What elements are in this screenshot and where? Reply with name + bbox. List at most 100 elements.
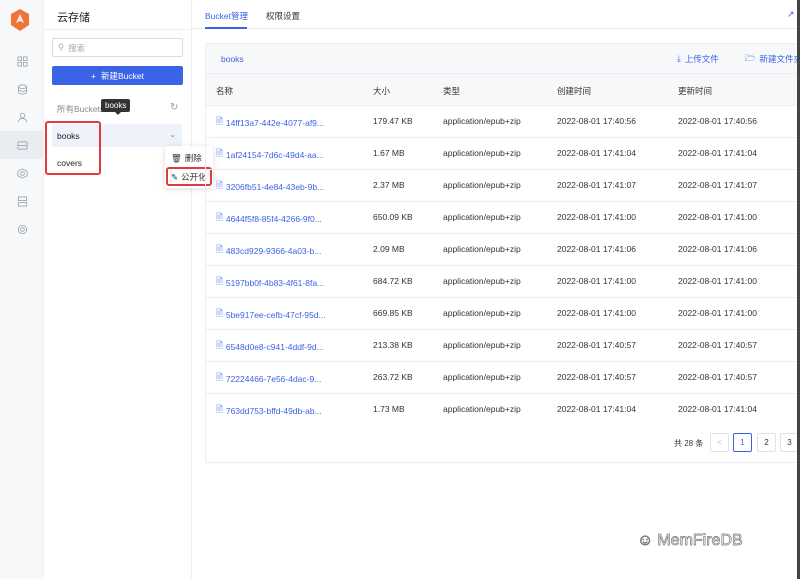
file-name: 14ff13a7-442e-4077-af9... (225, 118, 324, 128)
rail-item-storage[interactable] (0, 131, 44, 159)
new-folder-button[interactable]: 🗁 新建文件夹 (745, 53, 800, 67)
page-2-button[interactable]: 2 (757, 433, 776, 452)
plus-icon: + (91, 70, 96, 81)
breadcrumb[interactable]: books (221, 54, 244, 64)
function-icon (17, 167, 27, 179)
external-link-icon[interactable]: ↗ (787, 9, 795, 19)
table-row[interactable]: 🗎 14ff13a7-442e-4077-af9... 179.47 KB appli… (206, 105, 800, 137)
storage-icon (17, 140, 27, 150)
file-name-link[interactable]: 🗎 1af24154-7d6c-49d4-aa... (216, 148, 324, 162)
file-name-link[interactable]: 🗎 483cd929-9366-4a03-b... (216, 244, 321, 258)
file-name-link[interactable]: 🗎 14ff13a7-442e-4077-af9... (216, 116, 324, 130)
rail-item-grid[interactable] (0, 47, 44, 75)
file-icon: 🗎 (216, 244, 223, 254)
new-bucket-label: 新建Bucket (100, 70, 144, 81)
file-size: 2.09 MB (373, 244, 405, 254)
file-name-link[interactable]: 🗎 3206fb51-4e84-43eb-9b... (216, 180, 324, 194)
chevron-down-icon[interactable]: ⌄ (169, 130, 176, 139)
trash-icon: 🗑 (171, 152, 182, 163)
file-name-link[interactable]: 🗎 6548d0e8-c941-4ddf-9d... (216, 340, 324, 354)
updated-time: 2022-08-01 17:41:04 (678, 404, 757, 414)
updated-time: 2022-08-01 17:41:06 (678, 244, 757, 254)
updated-time: 2022-08-01 17:40:57 (678, 372, 757, 382)
file-name-link[interactable]: 🗎 5197bb0f-4b83-4f61-8fa... (216, 276, 324, 290)
file-name: 483cd929-9366-4a03-b... (225, 246, 322, 256)
table-row[interactable]: 🗎 4644f5f8-85f4-4266-9f0... 650.09 KB appli… (206, 201, 800, 233)
file-name: 5be917ee-cefb-47cf-95d... (225, 310, 326, 320)
panel-title: 云存储 (57, 12, 90, 24)
file-icon: 🗎 (216, 276, 223, 286)
table-header: 名称 大小 类型 创建时间 更新时间 (206, 73, 800, 105)
tab-permissions[interactable]: 权限设置 (266, 11, 301, 21)
edit-icon: ✎ (171, 171, 179, 182)
file-type: application/epub+zip (443, 404, 521, 414)
upload-button[interactable]: ⤓ 上传文件 (677, 53, 719, 65)
server-icon (17, 196, 27, 206)
watermark: ☺ MemFireDB (637, 532, 743, 550)
file-name-link[interactable]: 🗎 4644f5f8-85f4-4266-9f0... (216, 212, 322, 226)
search-icon: ⚲ (58, 42, 65, 52)
table-row[interactable]: 🗎 3206fb51-4e84-43eb-9b... 2.37 MB applicat… (206, 169, 800, 201)
highlight-box (45, 121, 101, 175)
updated-time: 2022-08-01 17:40:56 (678, 116, 757, 126)
menu-item-delete[interactable]: 🗑 删除 (171, 152, 202, 164)
search-input[interactable]: ⚲ 搜索 (52, 38, 183, 57)
file-name-link[interactable]: 🗎 5be917ee-cefb-47cf-95d... (216, 308, 326, 322)
tab-bucket-management[interactable]: Bucket管理 (205, 11, 248, 21)
file-size: 2.37 MB (373, 180, 405, 190)
table-row[interactable]: 🗎 763dd753-bffd-49db-ab... 1.73 MB applicat… (206, 393, 800, 425)
bucket-item-books[interactable]: books ⌄ (52, 124, 182, 147)
search-placeholder: 搜索 (68, 42, 86, 53)
table-row[interactable]: 🗎 5197bb0f-4b83-4f61-8fa... 684.72 KB appli… (206, 265, 800, 297)
file-table-card: books ⤓ 上传文件 🗁 新建文件夹 名称 大小 类型 创建时间 更新时间 🗎 14ff1… (205, 43, 800, 463)
card-header: books ⤓ 上传文件 🗁 新建文件夹 (206, 44, 800, 73)
folder-icon: 🗁 (745, 53, 756, 63)
created-time: 2022-08-01 17:40:57 (557, 372, 636, 382)
file-type: application/epub+zip (443, 212, 521, 222)
database-icon (17, 84, 27, 94)
created-time: 2022-08-01 17:41:04 (557, 404, 636, 414)
created-time: 2022-08-01 17:41:04 (557, 148, 636, 158)
bucket-name: covers (57, 157, 83, 168)
rail-item-database[interactable] (0, 75, 44, 103)
table-row[interactable]: 🗎 6548d0e8-c941-4ddf-9d... 213.38 KB applic… (206, 329, 800, 361)
rail-item-function[interactable] (0, 159, 44, 187)
rail-item-settings[interactable] (0, 215, 44, 243)
highlight-box (166, 167, 212, 186)
page-1-button[interactable]: 1 (733, 433, 752, 452)
file-name-link[interactable]: 🗎 763dd753-bffd-49db-ab... (216, 404, 322, 418)
divider (44, 29, 192, 30)
rail-item-user[interactable] (0, 103, 44, 131)
new-bucket-button[interactable]: + 新建Bucket (52, 66, 183, 85)
menu-label: 删除 (184, 153, 202, 163)
file-name-link[interactable]: 🗎 72224466-7e56-4dac-9... (216, 372, 321, 386)
table-row[interactable]: 🗎 5be917ee-cefb-47cf-95d... 669.85 KB appli… (206, 297, 800, 329)
rail-item-server[interactable] (0, 187, 44, 215)
table-row[interactable]: 🗎 72224466-7e56-4dac-9... 263.72 KB applica… (206, 361, 800, 393)
nav-rail (0, 0, 44, 579)
file-icon: 🗎 (216, 340, 223, 350)
file-icon: 🗎 (216, 308, 223, 318)
table-row[interactable]: 🗎 1af24154-7d6c-49d4-aa... 1.67 MB applicat… (206, 137, 800, 169)
prev-page-button[interactable]: < (710, 433, 729, 452)
wechat-icon: ☺ (637, 532, 654, 550)
bucket-item-covers[interactable]: covers (52, 151, 182, 174)
tab-bar (192, 0, 800, 29)
refresh-icon[interactable]: ↻ (170, 102, 179, 113)
file-type: application/epub+zip (443, 372, 521, 382)
menu-item-publicize[interactable]: ✎ 公开化 (171, 171, 207, 183)
all-buckets-label: 所有Buckets (57, 104, 105, 114)
file-size: 1.67 MB (373, 148, 405, 158)
updated-time: 2022-08-01 17:41:04 (678, 148, 757, 158)
file-icon: 🗎 (216, 404, 223, 414)
active-tab-indicator (205, 27, 247, 29)
file-type: application/epub+zip (443, 116, 521, 126)
file-name: 72224466-7e56-4dac-9... (225, 374, 322, 384)
file-size: 684.72 KB (373, 276, 413, 286)
file-name: 4644f5f8-85f4-4266-9f0... (225, 214, 322, 224)
file-type: application/epub+zip (443, 308, 521, 318)
table-row[interactable]: 🗎 483cd929-9366-4a03-b... 2.09 MB applicati… (206, 233, 800, 265)
user-icon (17, 112, 27, 122)
bucket-panel: 云存储 ⚲ 搜索 + 新建Bucket 所有Buckets ↻ (44, 0, 192, 579)
column-header: 大小 (373, 86, 391, 96)
